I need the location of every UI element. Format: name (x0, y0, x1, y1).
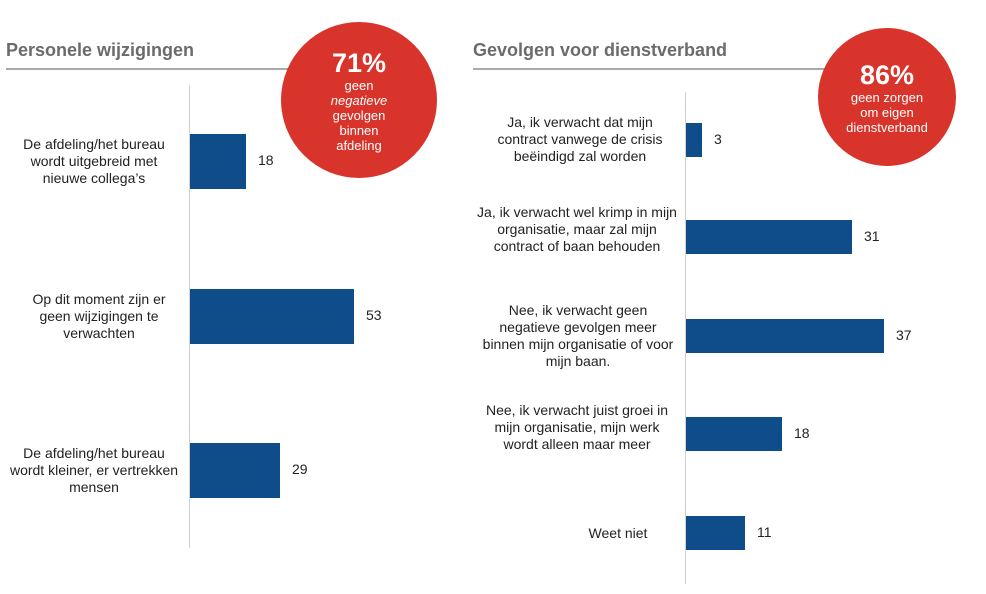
left-value-label-3: 29 (292, 461, 308, 477)
right-value-label-2: 31 (864, 228, 880, 244)
right-value-label-1: 3 (714, 131, 722, 147)
right-category-label-3: Nee, ik verwacht geen negatieve gevolgen… (482, 302, 674, 369)
left-value-label-1: 18 (258, 152, 274, 168)
right-bubble-percent: 86% (859, 59, 915, 90)
right-category-label-4: Nee, ik verwacht juist groei in mijn org… (485, 402, 669, 452)
right-category-label-1: Ja, ik verwacht dat mijn contract vanweg… (497, 114, 663, 164)
right-bubble-text: geen zorgen om eigen dienstverband (846, 89, 928, 135)
right-chart-title: Gevolgen voor dienstverband (473, 40, 728, 60)
left-category-label-2: Op dit moment zijn er geen wijzigingen t… (32, 291, 166, 341)
left-bubble-line3: gevolgen binnen afdeling (332, 107, 386, 153)
right-category-label-2: Ja, ik verwacht wel krimp in mijn organi… (477, 204, 677, 254)
right-category-label-5: Weet niet (588, 525, 648, 541)
left-bar-1 (190, 133, 246, 189)
left-bar-3 (190, 442, 280, 498)
right-bar-3 (686, 319, 884, 353)
right-summary-bubble: 86% geen zorgen om eigen dienstverband (818, 28, 956, 166)
left-axis (189, 85, 190, 548)
right-bar-2 (686, 220, 852, 254)
right-value-label-4: 18 (794, 425, 810, 441)
left-value-label-2: 53 (366, 307, 382, 323)
left-category-label-3: De afdeling/het bureau wordt kleiner, er… (9, 445, 179, 495)
right-bar-5 (686, 516, 745, 550)
right-axis (685, 92, 686, 584)
left-summary-bubble: 71% geen negatieve gevolgen binnen afdel… (281, 22, 437, 178)
left-bubble-line2: negatieve (330, 92, 388, 108)
right-bar-4 (686, 417, 782, 451)
left-bubble-line1: geen (344, 77, 374, 93)
left-bar-2 (190, 288, 354, 344)
right-bar-1 (686, 123, 702, 157)
left-bubble-percent: 71% (331, 47, 387, 78)
right-title-rule (473, 68, 833, 70)
left-chart-title: Personele wijzigingen (6, 40, 195, 60)
right-value-label-3: 37 (896, 327, 912, 343)
right-value-label-5: 11 (757, 524, 772, 540)
left-category-label-1: De afdeling/het bureau wordt uitgebreid … (23, 136, 165, 186)
left-title-rule (6, 68, 306, 70)
